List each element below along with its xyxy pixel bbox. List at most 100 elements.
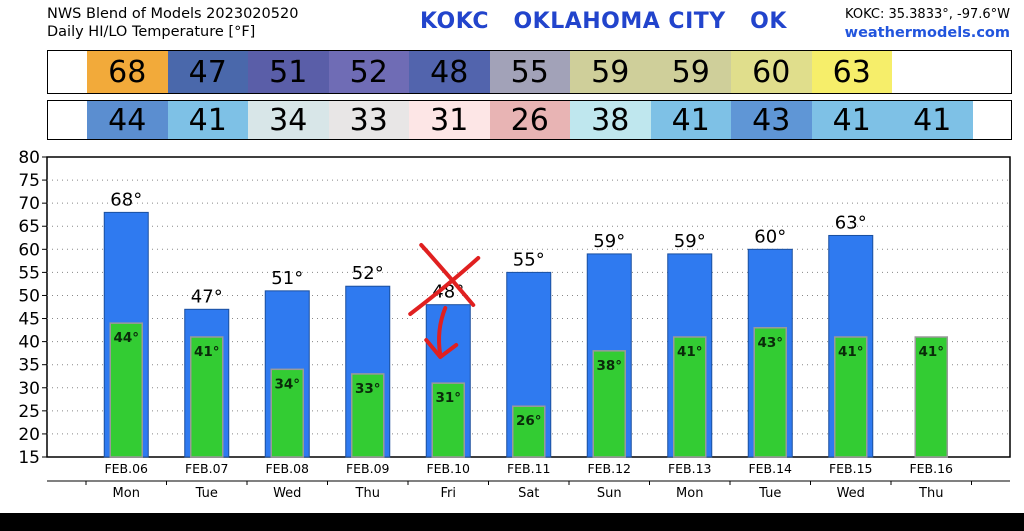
high-label-9: 63° <box>835 212 867 233</box>
low-bar-9 <box>834 336 868 458</box>
x-date-label-3: FEB.09 <box>346 461 390 476</box>
station-coords: KOKC: 35.3833°, -97.6°W <box>845 7 1010 22</box>
high-temp-cell-4: 48 <box>409 51 490 93</box>
annotation-arrow-head <box>424 338 459 359</box>
low-temp-cell-0: 44 <box>87 101 168 139</box>
high-temp-cell-5: 55 <box>489 51 570 93</box>
y-tick-label-7: 50 <box>18 286 40 306</box>
x-day-label-2: Wed <box>273 486 301 501</box>
x-date-label-10: FEB.16 <box>909 461 953 476</box>
low-bar-3 <box>351 373 385 458</box>
high-temp-cell-8: 60 <box>731 51 812 93</box>
low-label-3: 33° <box>355 381 381 397</box>
model-run-title: NWS Blend of Models 2023020520 <box>47 6 299 22</box>
y-tick-label-3: 30 <box>18 379 40 399</box>
low-bar-1 <box>190 336 224 458</box>
low-bar-4 <box>431 382 465 458</box>
high-label-2: 51° <box>271 268 303 289</box>
x-day-label-0: Mon <box>113 486 140 501</box>
x-date-label-5: FEB.11 <box>507 461 551 476</box>
low-label-5: 26° <box>516 413 542 429</box>
x-day-label-6: Sun <box>597 486 622 501</box>
low-temp-cell-1: 41 <box>167 101 248 139</box>
low-label-6: 38° <box>596 358 622 374</box>
x-day-label-1: Tue <box>195 486 218 501</box>
low-label-7: 41° <box>677 344 703 360</box>
low-temp-cell-3: 33 <box>328 101 409 139</box>
low-label-10: 41° <box>918 344 944 360</box>
low-temp-cell-2: 34 <box>248 101 329 139</box>
bottom-bar <box>0 513 1024 531</box>
y-tick-label-10: 65 <box>18 217 40 237</box>
x-date-label-9: FEB.15 <box>829 461 873 476</box>
y-tick-label-9: 60 <box>18 240 40 260</box>
high-temp-cell-7: 59 <box>650 51 731 93</box>
low-temp-cell-10: 41 <box>892 101 973 139</box>
high-temp-cell-0: 68 <box>87 51 168 93</box>
x-day-label-3: Thu <box>355 486 380 501</box>
low-label-0: 44° <box>113 330 139 346</box>
y-tick-label-2: 25 <box>18 402 40 422</box>
annotation-x-stroke-2 <box>408 256 481 316</box>
x-date-label-7: FEB.13 <box>668 461 712 476</box>
low-temp-cell-4: 31 <box>409 101 490 139</box>
x-day-label-9: Wed <box>837 486 865 501</box>
x-date-label-8: FEB.14 <box>748 461 792 476</box>
header-right: KOKC: 35.3833°, -97.6°W weathermodels.co… <box>845 5 1010 43</box>
y-tick-label-6: 45 <box>18 310 40 330</box>
low-temp-cell-8: 43 <box>731 101 812 139</box>
low-bar-6 <box>592 350 626 458</box>
low-temp-cell-5: 26 <box>489 101 570 139</box>
high-label-1: 47° <box>191 286 223 307</box>
x-date-label-2: FEB.08 <box>265 461 309 476</box>
high-label-6: 59° <box>593 231 625 252</box>
high-temp-cell-1: 47 <box>167 51 248 93</box>
high-temp-cell-3: 52 <box>328 51 409 93</box>
annotation-x-stroke-1 <box>419 243 476 307</box>
y-tick-label-8: 55 <box>18 263 40 283</box>
low-label-9: 41° <box>838 344 864 360</box>
x-day-label-4: Fri <box>441 486 457 501</box>
high-label-8: 60° <box>754 226 786 247</box>
low-temp-strip: 44 41 34 33 31 26 38 41 43 41 41 <box>47 100 1012 140</box>
low-bar-5 <box>512 405 546 458</box>
low-label-2: 34° <box>274 376 300 392</box>
x-date-label-4: FEB.10 <box>426 461 470 476</box>
high-temp-cell-6: 59 <box>570 51 651 93</box>
high-label-5: 55° <box>513 249 545 270</box>
x-day-label-7: Mon <box>676 486 703 501</box>
low-temp-cell-7: 41 <box>650 101 731 139</box>
station-title: KOKC OKLAHOMA CITY OK <box>420 9 787 34</box>
header-left: NWS Blend of Models 2023020520 Daily HI/… <box>47 5 298 41</box>
low-temp-cell-9: 41 <box>811 101 892 139</box>
y-tick-label-5: 40 <box>18 333 40 353</box>
high-temp-cell-2: 51 <box>248 51 329 93</box>
site-link[interactable]: weathermodels.com <box>844 25 1010 41</box>
y-tick-label-4: 35 <box>18 356 40 376</box>
x-date-label-0: FEB.06 <box>104 461 148 476</box>
low-temp-cell-6: 38 <box>570 101 651 139</box>
x-day-label-10: Thu <box>918 486 943 501</box>
high-label-7: 59° <box>674 231 706 252</box>
y-tick-label-12: 75 <box>18 171 40 191</box>
low-label-4: 31° <box>435 390 461 406</box>
low-bar-8 <box>753 327 787 458</box>
x-day-label-8: Tue <box>758 486 781 501</box>
low-bar-2 <box>270 368 304 458</box>
low-bar-0 <box>109 322 143 458</box>
high-temp-strip: 68 47 51 52 48 55 59 59 60 63 <box>47 50 1012 94</box>
y-tick-label-1: 20 <box>18 425 40 445</box>
x-day-label-5: Sat <box>518 486 539 501</box>
y-tick-label-0: 15 <box>18 448 40 468</box>
high-temp-cell-9: 63 <box>811 51 892 93</box>
low-bar-7 <box>673 336 707 458</box>
x-date-label-1: FEB.07 <box>185 461 229 476</box>
low-bar-10 <box>914 336 948 458</box>
y-tick-label-11: 70 <box>18 194 40 214</box>
y-tick-label-13: 80 <box>18 148 40 168</box>
high-label-0: 68° <box>110 189 142 210</box>
annotation-arrow-shaft <box>437 306 448 357</box>
x-date-label-6: FEB.12 <box>587 461 631 476</box>
low-label-1: 41° <box>194 344 220 360</box>
